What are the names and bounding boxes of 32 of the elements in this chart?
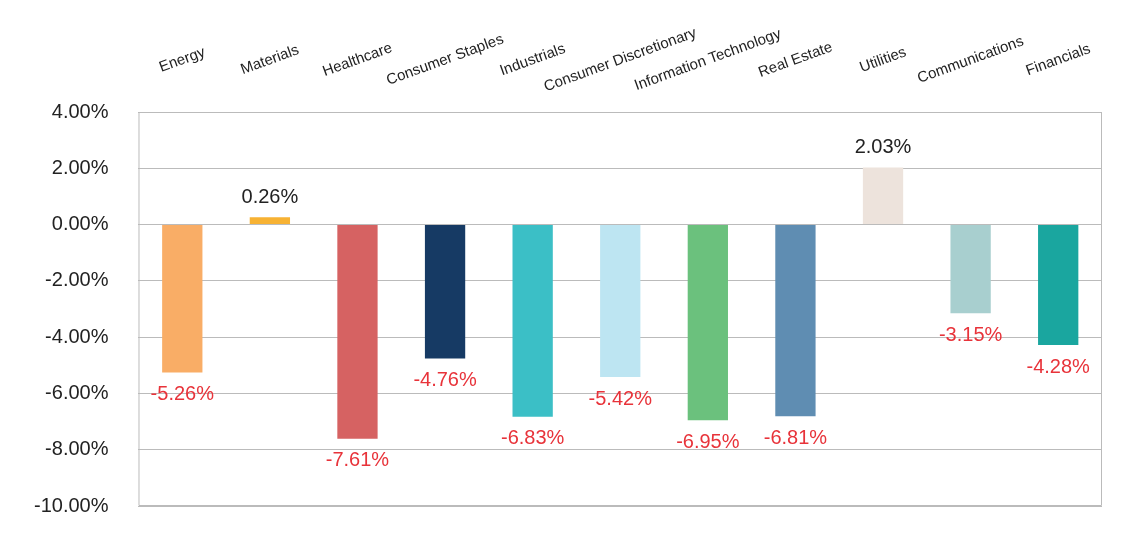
y-tick-label: -4.00%: [45, 324, 109, 347]
data-label: -7.61%: [325, 448, 390, 471]
data-label: -6.83%: [500, 426, 565, 449]
data-label: 0.26%: [241, 184, 299, 207]
data-label: -4.28%: [1026, 354, 1091, 377]
bar: [862, 167, 904, 225]
bar: [687, 225, 728, 421]
y-tick-label: 0.00%: [51, 212, 109, 235]
x-tick-label: Energy: [156, 42, 208, 75]
y-tick-label: -6.00%: [45, 380, 109, 403]
bar: [249, 217, 291, 225]
data-label: -6.95%: [676, 429, 740, 452]
bar: [1038, 225, 1079, 346]
y-tick-label: -10.00%: [33, 493, 109, 516]
data-label: -5.42%: [588, 386, 653, 409]
y-tick-label: 4.00%: [51, 99, 109, 122]
y-tick-label: 2.00%: [51, 155, 109, 178]
data-label: 2.03%: [854, 134, 912, 157]
bar: [512, 225, 553, 417]
x-tick-label: Utilities: [856, 42, 909, 75]
bar: [424, 225, 466, 359]
y-tick-label: -2.00%: [45, 268, 109, 291]
data-label: -5.26%: [150, 382, 215, 405]
data-label: -6.81%: [763, 425, 828, 448]
bar: [600, 225, 641, 378]
y-tick-label: -8.00%: [45, 437, 109, 460]
bar: [775, 225, 816, 417]
bar: [337, 225, 378, 439]
data-label: -3.15%: [938, 322, 1003, 345]
bar: [950, 225, 991, 314]
data-label: -4.76%: [413, 368, 477, 391]
bar: [162, 225, 203, 373]
